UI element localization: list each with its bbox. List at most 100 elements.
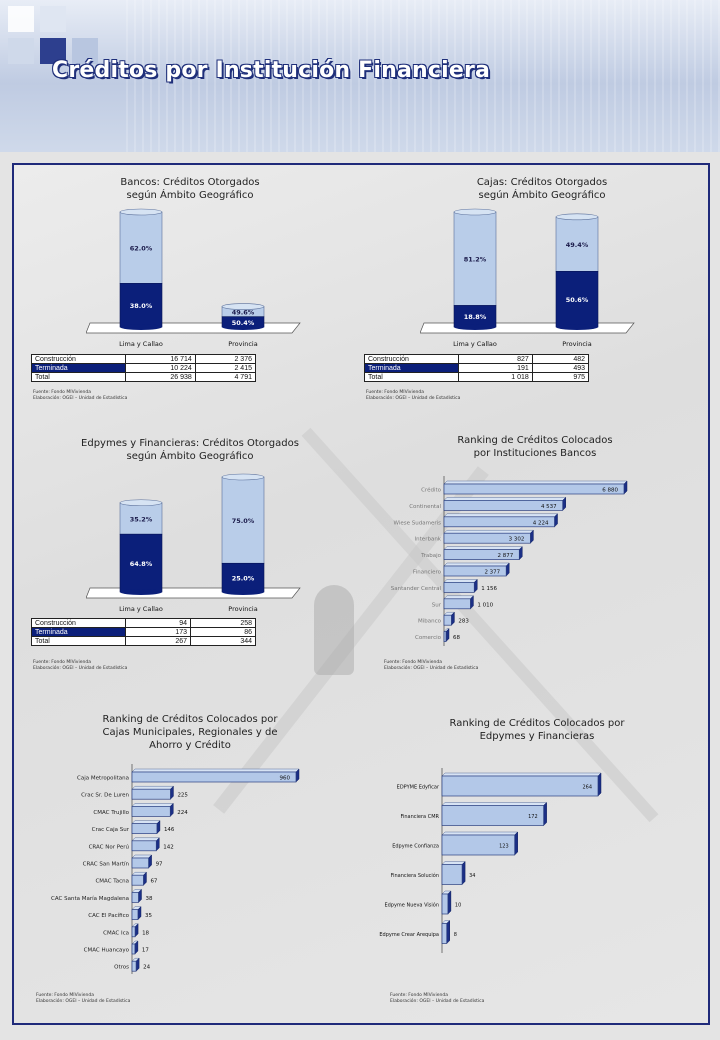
value-label: 10 — [455, 903, 461, 909]
cell-value: 10 224 — [125, 363, 196, 373]
header-banner: Créditos por Institución Financiera — [0, 0, 720, 152]
source-line: Elaboración: OGEI – Unidad de Estadístic… — [390, 999, 485, 1004]
bar-top-face — [441, 831, 519, 836]
cell-value: 482 — [531, 354, 590, 364]
bar — [443, 483, 625, 495]
bar-segment-terminada — [221, 562, 265, 593]
category-label: Financiera CMR — [400, 814, 439, 820]
bar-top-cap — [453, 208, 497, 216]
value-label: 264 — [582, 785, 592, 791]
table-edpymes: Construcción 94 258 Terminada 173 86 Total 267 3… — [30, 618, 256, 646]
bar-top-face — [131, 820, 161, 824]
bar-top-face — [441, 802, 548, 806]
bar — [131, 823, 158, 834]
value-label: 8 — [454, 932, 457, 938]
value-label: 225 — [177, 793, 188, 799]
decor-square — [40, 6, 66, 32]
table-row: Terminada 173 86 — [30, 627, 256, 637]
row-label: Construcción — [363, 354, 460, 364]
category-label: EDPYME Edyficar — [397, 785, 440, 791]
value-label: 38 — [145, 896, 152, 902]
category-label: Santander Central — [391, 586, 442, 592]
watermark-figure — [314, 585, 354, 675]
cell-value: 86 — [190, 627, 256, 637]
category-label: CMAC Tacna — [95, 879, 129, 885]
category-label: Caja Metropolitana — [77, 776, 129, 782]
value-label: 142 — [163, 844, 174, 850]
bar-top-face — [131, 854, 153, 859]
value-label: 123 — [499, 844, 509, 850]
chart-title-line: según Ámbito Geográfico — [126, 451, 254, 462]
bar-top-face — [443, 579, 478, 583]
bar — [131, 771, 297, 783]
cell-value: 827 — [458, 354, 533, 364]
bar-bottom-cap — [556, 324, 598, 330]
bar-segment-construccion — [221, 476, 265, 564]
bar — [441, 834, 516, 856]
cell-value: 26 938 — [125, 372, 196, 382]
bar-top-cap — [119, 499, 163, 507]
value-label: 960 — [280, 776, 291, 782]
bar-top-face — [443, 513, 559, 518]
cell-value: 2 376 — [194, 354, 257, 364]
source-note: Fuente: Fondo MIVivienda Elaboración: OG… — [366, 390, 460, 402]
bar — [443, 614, 452, 626]
bar-top-cap — [555, 213, 599, 221]
chart-title-line: Edpymes y Financieras — [479, 731, 595, 742]
row-label: Terminada — [30, 627, 127, 637]
category-label: Mibanco — [418, 619, 442, 625]
bar-bottom-cap — [222, 324, 264, 330]
pct-label-construccion: 62.0% — [130, 245, 153, 253]
value-label: 224 — [177, 810, 188, 816]
source-line: Fuente: Fondo MIVivienda — [33, 660, 91, 665]
chart-title-ranking-edpymes: Ranking de Créditos Colocados por Edpyme… — [432, 717, 642, 743]
cell-value: 4 791 — [194, 372, 257, 382]
bar-side-face — [597, 772, 602, 797]
category-label: Continental — [409, 504, 441, 510]
value-label: 68 — [453, 635, 460, 641]
source-line: Elaboración: OGEI – Unidad de Estadístic… — [33, 666, 128, 671]
bar-top-face — [443, 529, 534, 534]
category-label: Trabajo — [420, 553, 442, 559]
category-label: Wiese Sudameris — [394, 520, 442, 526]
chart-title-line: Ranking de Créditos Colocados — [457, 435, 613, 446]
chart-title-line: por Instituciones Bancos — [473, 448, 597, 459]
table-row: Terminada 10 224 2 415 — [30, 363, 257, 373]
chart-title-line: Ranking de Créditos Colocados por — [102, 714, 278, 725]
bar-top-face — [443, 497, 567, 501]
bar-segment-terminada — [555, 271, 599, 328]
bar — [443, 582, 475, 593]
table-row: Construcción 827 482 — [363, 354, 590, 364]
bar-top-face — [443, 562, 510, 567]
bar-side-face — [543, 801, 547, 827]
cell-value: 344 — [190, 636, 256, 646]
chart-title-edpymes: Edpymes y Financieras: Créditos Otorgado… — [60, 437, 320, 463]
bar-top-face — [131, 837, 160, 842]
value-label: 2 377 — [484, 570, 500, 576]
bar — [131, 926, 136, 938]
decor-square — [72, 38, 98, 64]
value-label: 283 — [458, 619, 469, 625]
category-label: CMAC Trujillo — [93, 810, 129, 816]
chart-bancos: 62.0% 38.0% Lima y Callao 49.6% 50.4% Provinc… — [86, 208, 301, 348]
bar-top-face — [443, 546, 523, 550]
category-label: Crédito — [421, 487, 442, 494]
pct-label-terminada: 64.8% — [130, 560, 153, 568]
value-label: 1 156 — [481, 586, 497, 592]
pct-label-terminada: 18.8% — [464, 313, 487, 321]
bar-segment-construccion — [119, 502, 163, 535]
cell-value: 94 — [125, 618, 192, 628]
pct-label-terminada: 25.0% — [232, 575, 255, 583]
source-line: Elaboración: OGEI – Unidad de Estadístic… — [33, 396, 128, 401]
source-line: Elaboración: OGEI – Unidad de Estadístic… — [366, 396, 461, 401]
bar-top-face — [441, 861, 466, 865]
source-line: Fuente: Fondo MIVivienda — [384, 660, 442, 665]
category-label: Lima y Callao — [453, 340, 497, 348]
chart-floor — [86, 322, 301, 334]
table-bancos: Construcción 16 714 2 376 Terminada 10 224 2 … — [30, 354, 257, 382]
value-label: 2 877 — [498, 553, 514, 559]
value-label: 146 — [164, 827, 175, 833]
bar — [443, 631, 447, 642]
bar-top-cap — [221, 303, 265, 310]
category-label: Lima y Callao — [119, 605, 163, 613]
